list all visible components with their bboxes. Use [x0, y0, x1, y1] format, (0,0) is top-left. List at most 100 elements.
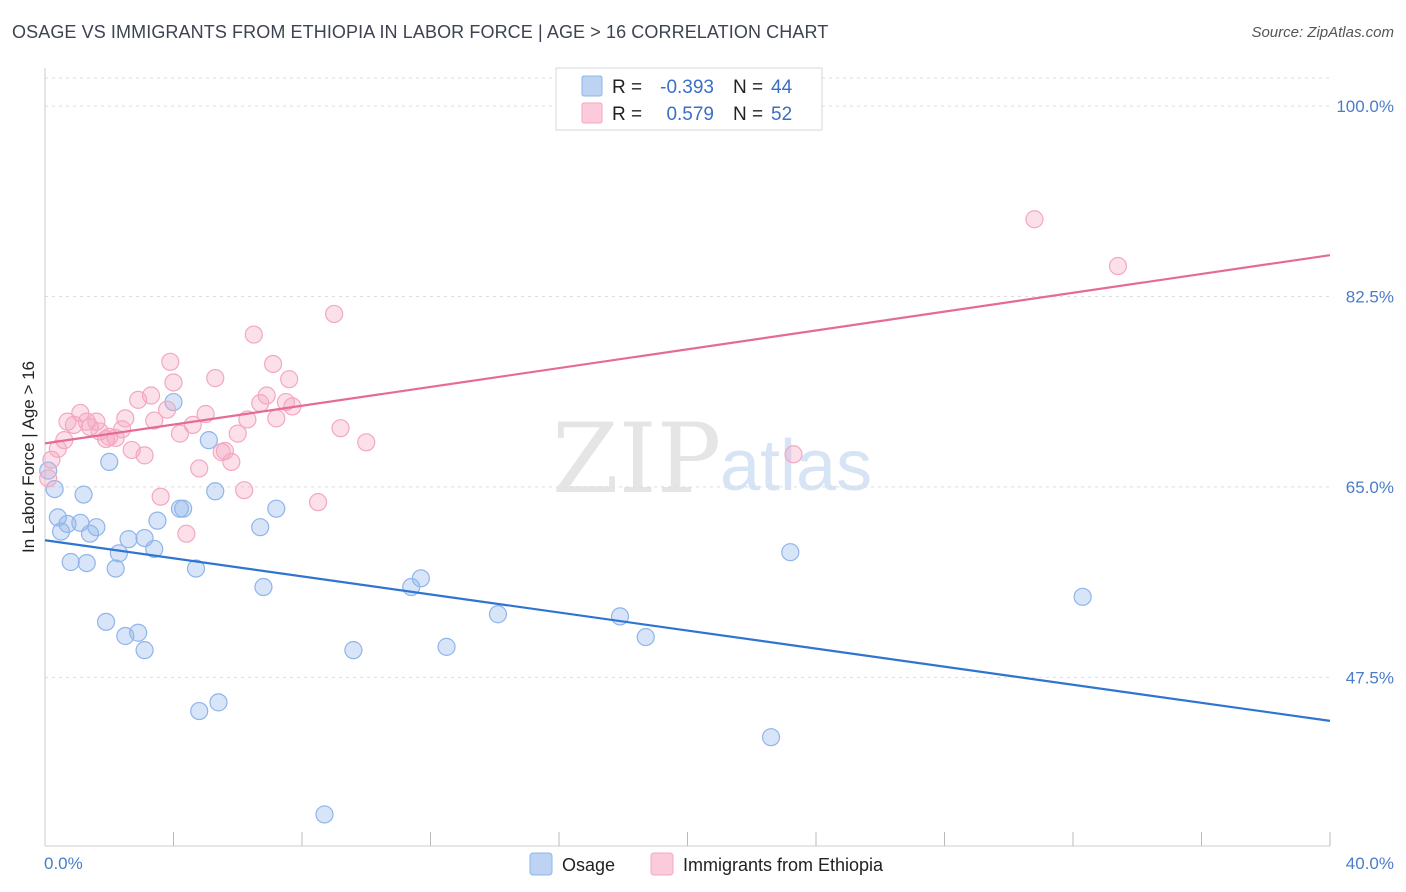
osage-point: [636, 627, 655, 647]
ethiopia-point: [164, 373, 183, 392]
ethiopia-point: [228, 424, 247, 443]
series-ethiopia-points: [39, 210, 1128, 543]
osage-point: [209, 693, 228, 712]
osage-point: [96, 612, 116, 631]
x-axis-ticks: [173, 832, 1331, 846]
osage-point: [148, 511, 167, 530]
ethiopia-point: [87, 412, 106, 431]
ethiopia-trend-line: [44, 254, 1331, 445]
osage-point: [48, 508, 67, 527]
y-tick-label: 82.5%: [1346, 288, 1394, 307]
osage-point: [129, 623, 148, 642]
legend-r-label-ethiopia: R =: [612, 104, 642, 125]
ethiopia-point: [325, 304, 344, 324]
ethiopia-point: [161, 352, 180, 371]
ethiopia-point: [39, 469, 58, 488]
series-osage-points: [39, 392, 1092, 824]
legend-r-label-osage: R =: [612, 77, 642, 98]
osage-point: [761, 728, 781, 747]
series-legend: Osage Immigrants from Ethiopia: [529, 852, 884, 876]
osage-point: [77, 553, 96, 573]
ethiopia-point: [267, 409, 286, 428]
watermark-zip: ZIP: [552, 403, 721, 515]
osage-point: [100, 452, 119, 471]
legend-r-value-osage: -0.393: [660, 77, 714, 98]
osage-point: [267, 499, 286, 518]
osage-point: [145, 539, 164, 559]
legend-n-label-ethiopia: N =: [733, 104, 763, 125]
osage-point: [61, 552, 80, 572]
ethiopia-point: [77, 412, 96, 431]
osage-point: [45, 479, 64, 499]
legend-n-label-osage: N =: [733, 77, 763, 98]
ethiopia-point: [215, 441, 234, 461]
osage-point: [190, 701, 209, 721]
bottom-legend-label-osage: Osage: [562, 855, 615, 875]
osage-point: [437, 637, 456, 656]
osage-point: [135, 641, 154, 660]
x-tick-label-min: 0.0%: [44, 854, 83, 873]
ethiopia-point: [157, 400, 177, 419]
ethiopia-point: [244, 325, 263, 344]
osage-point: [174, 499, 193, 518]
y-tick-label: 47.5%: [1346, 668, 1394, 687]
ethiopia-point: [1108, 256, 1128, 276]
bottom-legend-swatch-osage: [529, 852, 553, 876]
source-label: Source: ZipAtlas.com: [1251, 24, 1394, 41]
ethiopia-point: [222, 452, 241, 471]
y-axis-tick-labels: 47.5% 65.0% 82.5% 100.0%: [1336, 97, 1394, 687]
osage-point: [164, 392, 183, 412]
osage-trend-line: [44, 539, 1331, 722]
ethiopia-point: [206, 369, 225, 388]
ethiopia-point: [42, 450, 61, 469]
ethiopia-point: [170, 424, 190, 443]
legend-swatch-osage: [581, 75, 603, 97]
osage-point: [315, 805, 334, 824]
bottom-legend-label-ethiopia: Immigrants from Ethiopia: [683, 855, 884, 875]
osage-point: [1073, 587, 1092, 606]
y-tick-label: 100.0%: [1336, 97, 1394, 116]
osage-point: [119, 530, 138, 549]
ethiopia-point: [257, 386, 276, 405]
osage-point: [199, 431, 218, 450]
legend-swatch-ethiopia: [581, 102, 603, 124]
ethiopia-point: [141, 386, 161, 405]
legend-n-value-osage: 44: [771, 77, 793, 98]
osage-point: [186, 559, 206, 578]
osage-point: [87, 518, 106, 537]
ethiopia-point: [1025, 210, 1044, 229]
y-axis-title: In Labor Force | Age > 16: [19, 361, 38, 553]
osage-point: [80, 524, 100, 543]
ethiopia-point: [308, 493, 328, 512]
osage-point: [51, 522, 71, 541]
ethiopia-point: [116, 409, 135, 428]
ethiopia-point: [235, 481, 254, 500]
ethiopia-point: [331, 419, 350, 438]
osage-point: [74, 485, 93, 504]
osage-point: [254, 577, 273, 597]
osage-point: [781, 543, 800, 562]
trend-lines: [44, 254, 1331, 722]
osage-point: [106, 559, 125, 578]
grid-lines: [45, 77, 1330, 678]
ethiopia-point: [357, 433, 376, 452]
ethiopia-point: [784, 445, 803, 464]
osage-point: [344, 641, 363, 660]
x-tick-label-max: 40.0%: [1346, 854, 1394, 873]
ethiopia-point: [263, 354, 283, 374]
ethiopia-point: [190, 459, 209, 478]
ethiopia-point: [177, 524, 196, 543]
watermark-atlas: atlas: [720, 426, 872, 506]
y-tick-label: 65.0%: [1346, 478, 1394, 497]
correlation-legend: R = -0.393 N = 44 R = 0.579 N = 52: [555, 67, 823, 131]
ethiopia-point: [135, 446, 154, 465]
osage-point: [58, 514, 77, 534]
bottom-legend-swatch-ethiopia: [650, 852, 674, 876]
ethiopia-point: [145, 411, 164, 430]
ethiopia-point: [151, 487, 170, 506]
osage-point: [488, 605, 508, 624]
ethiopia-point: [280, 370, 299, 389]
legend-r-value-ethiopia: 0.579: [666, 104, 714, 125]
legend-n-value-ethiopia: 52: [771, 104, 792, 125]
